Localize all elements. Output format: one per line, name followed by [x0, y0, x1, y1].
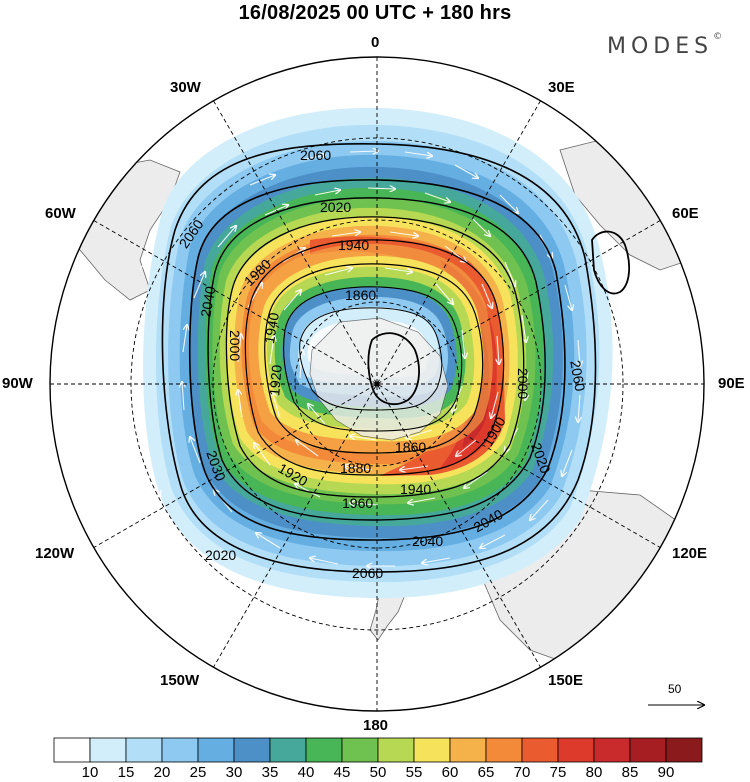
contour-label: 1940 [400, 481, 431, 497]
lon-label-0: 0 [371, 34, 380, 51]
colorbar-tick-label: 45 [333, 764, 351, 781]
colorbar-swatch [233, 737, 271, 763]
contour-label: 1920 [266, 364, 285, 397]
colorbar-swatch [413, 737, 451, 763]
lon-label-180: 180 [363, 717, 389, 734]
graticule [50, 57, 704, 711]
map-boundary [49, 56, 705, 712]
lon-label-150e: 150E [548, 672, 584, 689]
contour-label: 2040 [197, 285, 218, 319]
colorbar-tick-label: 70 [513, 764, 531, 781]
lon-label-150w: 150W [160, 672, 200, 689]
colorbar-swatch [485, 737, 523, 763]
colorbar-swatch [269, 737, 307, 763]
contour-label: 2060 [567, 359, 588, 393]
colorbar-swatch [89, 737, 127, 763]
brand-logo: MODES© [607, 32, 723, 59]
colorbar-swatch [521, 737, 559, 763]
colorbar-swatch [449, 737, 487, 763]
colorbar-tick-label: 60 [441, 764, 459, 781]
colorbar-swatch [377, 737, 415, 763]
contour-label: 2020 [205, 547, 236, 563]
contour-label: 2060 [300, 147, 331, 163]
colorbar-swatch [305, 737, 343, 763]
colorbar-swatch [161, 737, 199, 763]
map-title: 16/08/2025 00 UTC + 180 hrs [238, 2, 512, 24]
contour-label: 2000 [515, 368, 531, 399]
colorbar-tick-label: 20 [153, 764, 171, 781]
contour-label: 2000 [227, 330, 243, 361]
lon-label-90w: 90W [2, 375, 33, 392]
contour-label: 2020 [320, 199, 351, 215]
colorbar-swatch [53, 737, 91, 763]
colorbar-tick-label: 35 [261, 764, 279, 781]
colorbar-tick-label: 65 [477, 764, 495, 781]
vector-reference-label: 50 [668, 682, 682, 696]
colorbar-swatch [665, 737, 703, 763]
colorbar-swatch [557, 737, 595, 763]
contour-label: 2060 [352, 565, 383, 581]
contour-label: 1960 [342, 495, 373, 511]
lon-label-30e: 30E [548, 79, 575, 96]
lon-label-60e: 60E [672, 205, 699, 222]
contour-label: 1940 [261, 311, 282, 345]
contour-label: 1860 [395, 439, 426, 455]
colorbar-swatch [593, 737, 631, 763]
colorbar-tick-label: 40 [297, 764, 315, 781]
contour-label: 2040 [412, 533, 443, 549]
colorbar-tick-label: 50 [369, 764, 387, 781]
lon-label-120w: 120W [35, 545, 75, 562]
colorbar-tick-label: 30 [225, 764, 243, 781]
colorbar-tick-label: 80 [585, 764, 603, 781]
colorbar-tick-label: 15 [117, 764, 135, 781]
height-contours [161, 143, 631, 573]
colorbar-swatch [341, 737, 379, 763]
contour-label: 1940 [338, 237, 369, 253]
lon-label-90e: 90E [718, 375, 745, 392]
lon-label-60w: 60W [45, 205, 76, 222]
pole-marker [374, 381, 380, 387]
colorbar-tick-label: 10 [81, 764, 99, 781]
colorbar-tick-label: 90 [657, 764, 675, 781]
colorbar-swatch [629, 737, 667, 763]
colorbar [53, 737, 703, 763]
colorbar-tick-label: 75 [549, 764, 567, 781]
colorbar-tick-label: 55 [405, 764, 423, 781]
colorbar-tick-label: 25 [189, 764, 207, 781]
contour-label: 1860 [345, 287, 376, 303]
lon-label-30w: 30W [170, 79, 201, 96]
colorbar-swatch [125, 737, 163, 763]
colorbar-tick-label: 85 [621, 764, 639, 781]
contour-label: 1880 [340, 460, 371, 476]
colorbar-swatch [197, 737, 235, 763]
lon-label-120e: 120E [672, 545, 708, 562]
